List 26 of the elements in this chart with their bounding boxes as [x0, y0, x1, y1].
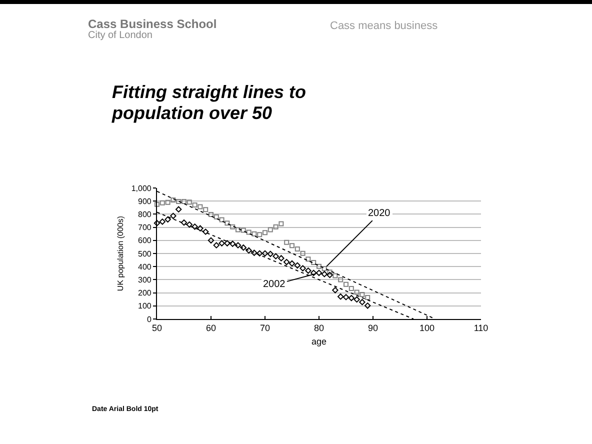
y-tick-label: 800 [138, 210, 152, 219]
x-axis-title: age [311, 336, 327, 347]
x-tick-label: 100 [419, 322, 435, 333]
y-tick-label: 200 [138, 288, 152, 298]
x-tick-label: 110 [474, 322, 488, 333]
y-tick-label: 400 [138, 262, 152, 272]
y-tick-label: 700 [138, 223, 152, 232]
y-tick-label: 1,000 [131, 184, 152, 193]
x-tick-label: 70 [260, 322, 270, 333]
x-tick-label: 80 [314, 322, 324, 333]
y-tick-label: 900 [138, 196, 152, 206]
y-axis-title: UK population (000s) [116, 216, 126, 292]
chart-title: Fitting straight lines to population over 50 [112, 82, 307, 124]
y-tick-label: 300 [138, 276, 152, 284]
text: City of London [88, 30, 152, 41]
y-tick-label: 100 [138, 302, 152, 311]
text: Cass Business School [88, 17, 217, 31]
x-tick-label: 60 [206, 322, 216, 333]
text: 2020 [368, 208, 391, 219]
x-tick-label: 90 [368, 322, 378, 333]
text: Cass means business [330, 20, 438, 32]
x-tick-label: 50 [152, 322, 162, 333]
y-tick-label: 600 [138, 236, 152, 246]
series-label: 2002 [263, 279, 286, 290]
y-tick-label: 0 [146, 314, 152, 324]
y-tick-label: 500 [138, 249, 152, 258]
